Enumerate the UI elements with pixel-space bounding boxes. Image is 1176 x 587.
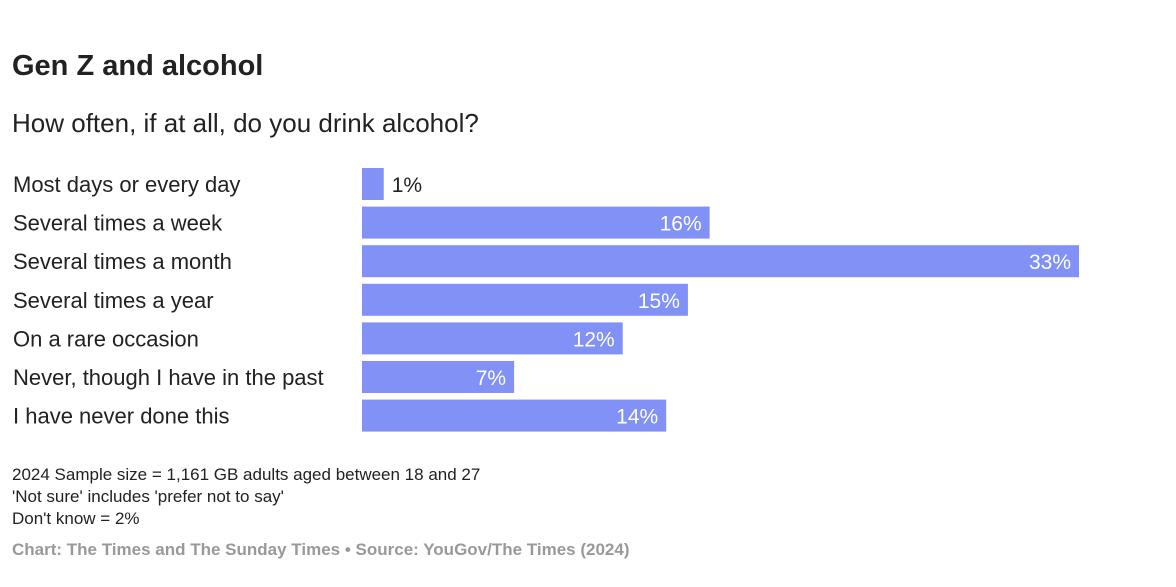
bar <box>362 322 623 355</box>
data-label: 33% <box>1029 251 1071 274</box>
chart-notes: 2024 Sample size = 1,161 GB adults aged … <box>12 464 480 530</box>
data-label: 16% <box>660 213 702 236</box>
category-label: Never, though I have in the past <box>13 365 324 390</box>
bar <box>362 168 384 200</box>
note-sample-size: 2024 Sample size = 1,161 GB adults aged … <box>12 465 481 484</box>
chart-credit: Chart: The Times and The Sunday Times • … <box>12 540 630 559</box>
category-label: On a rare occasion <box>13 326 199 351</box>
data-label: 12% <box>573 328 615 351</box>
data-label: 1% <box>392 174 422 197</box>
bar <box>362 361 515 393</box>
bar <box>362 206 710 239</box>
bar <box>362 399 667 432</box>
category-label: Several times a month <box>13 249 232 274</box>
category-label: Several times a week <box>13 211 223 236</box>
note-not-sure: 'Not sure' includes 'prefer not to say' <box>12 487 284 506</box>
category-label: Most days or every day <box>13 172 240 197</box>
bar <box>362 283 688 316</box>
category-label: I have never done this <box>13 404 229 429</box>
bar-chart: Most days or every day 1% Several times a … <box>13 168 1079 432</box>
bar <box>362 245 1079 278</box>
data-label: 15% <box>638 290 680 313</box>
note-dont-know: Don't know = 2% <box>12 509 140 528</box>
chart-subtitle: How often, if at all, do you drink alcoh… <box>12 108 479 138</box>
data-label: 7% <box>476 367 506 390</box>
chart-title: Gen Z and alcohol <box>12 50 264 82</box>
category-label: Several times a year <box>13 288 214 313</box>
data-label: 14% <box>616 406 658 429</box>
